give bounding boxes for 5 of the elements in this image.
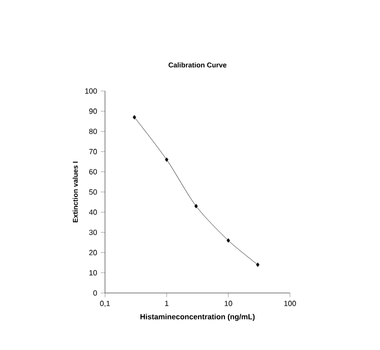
point: [132, 115, 136, 120]
point: [164, 157, 168, 162]
point: [194, 204, 198, 208]
point: [226, 238, 230, 243]
point: [256, 262, 260, 267]
